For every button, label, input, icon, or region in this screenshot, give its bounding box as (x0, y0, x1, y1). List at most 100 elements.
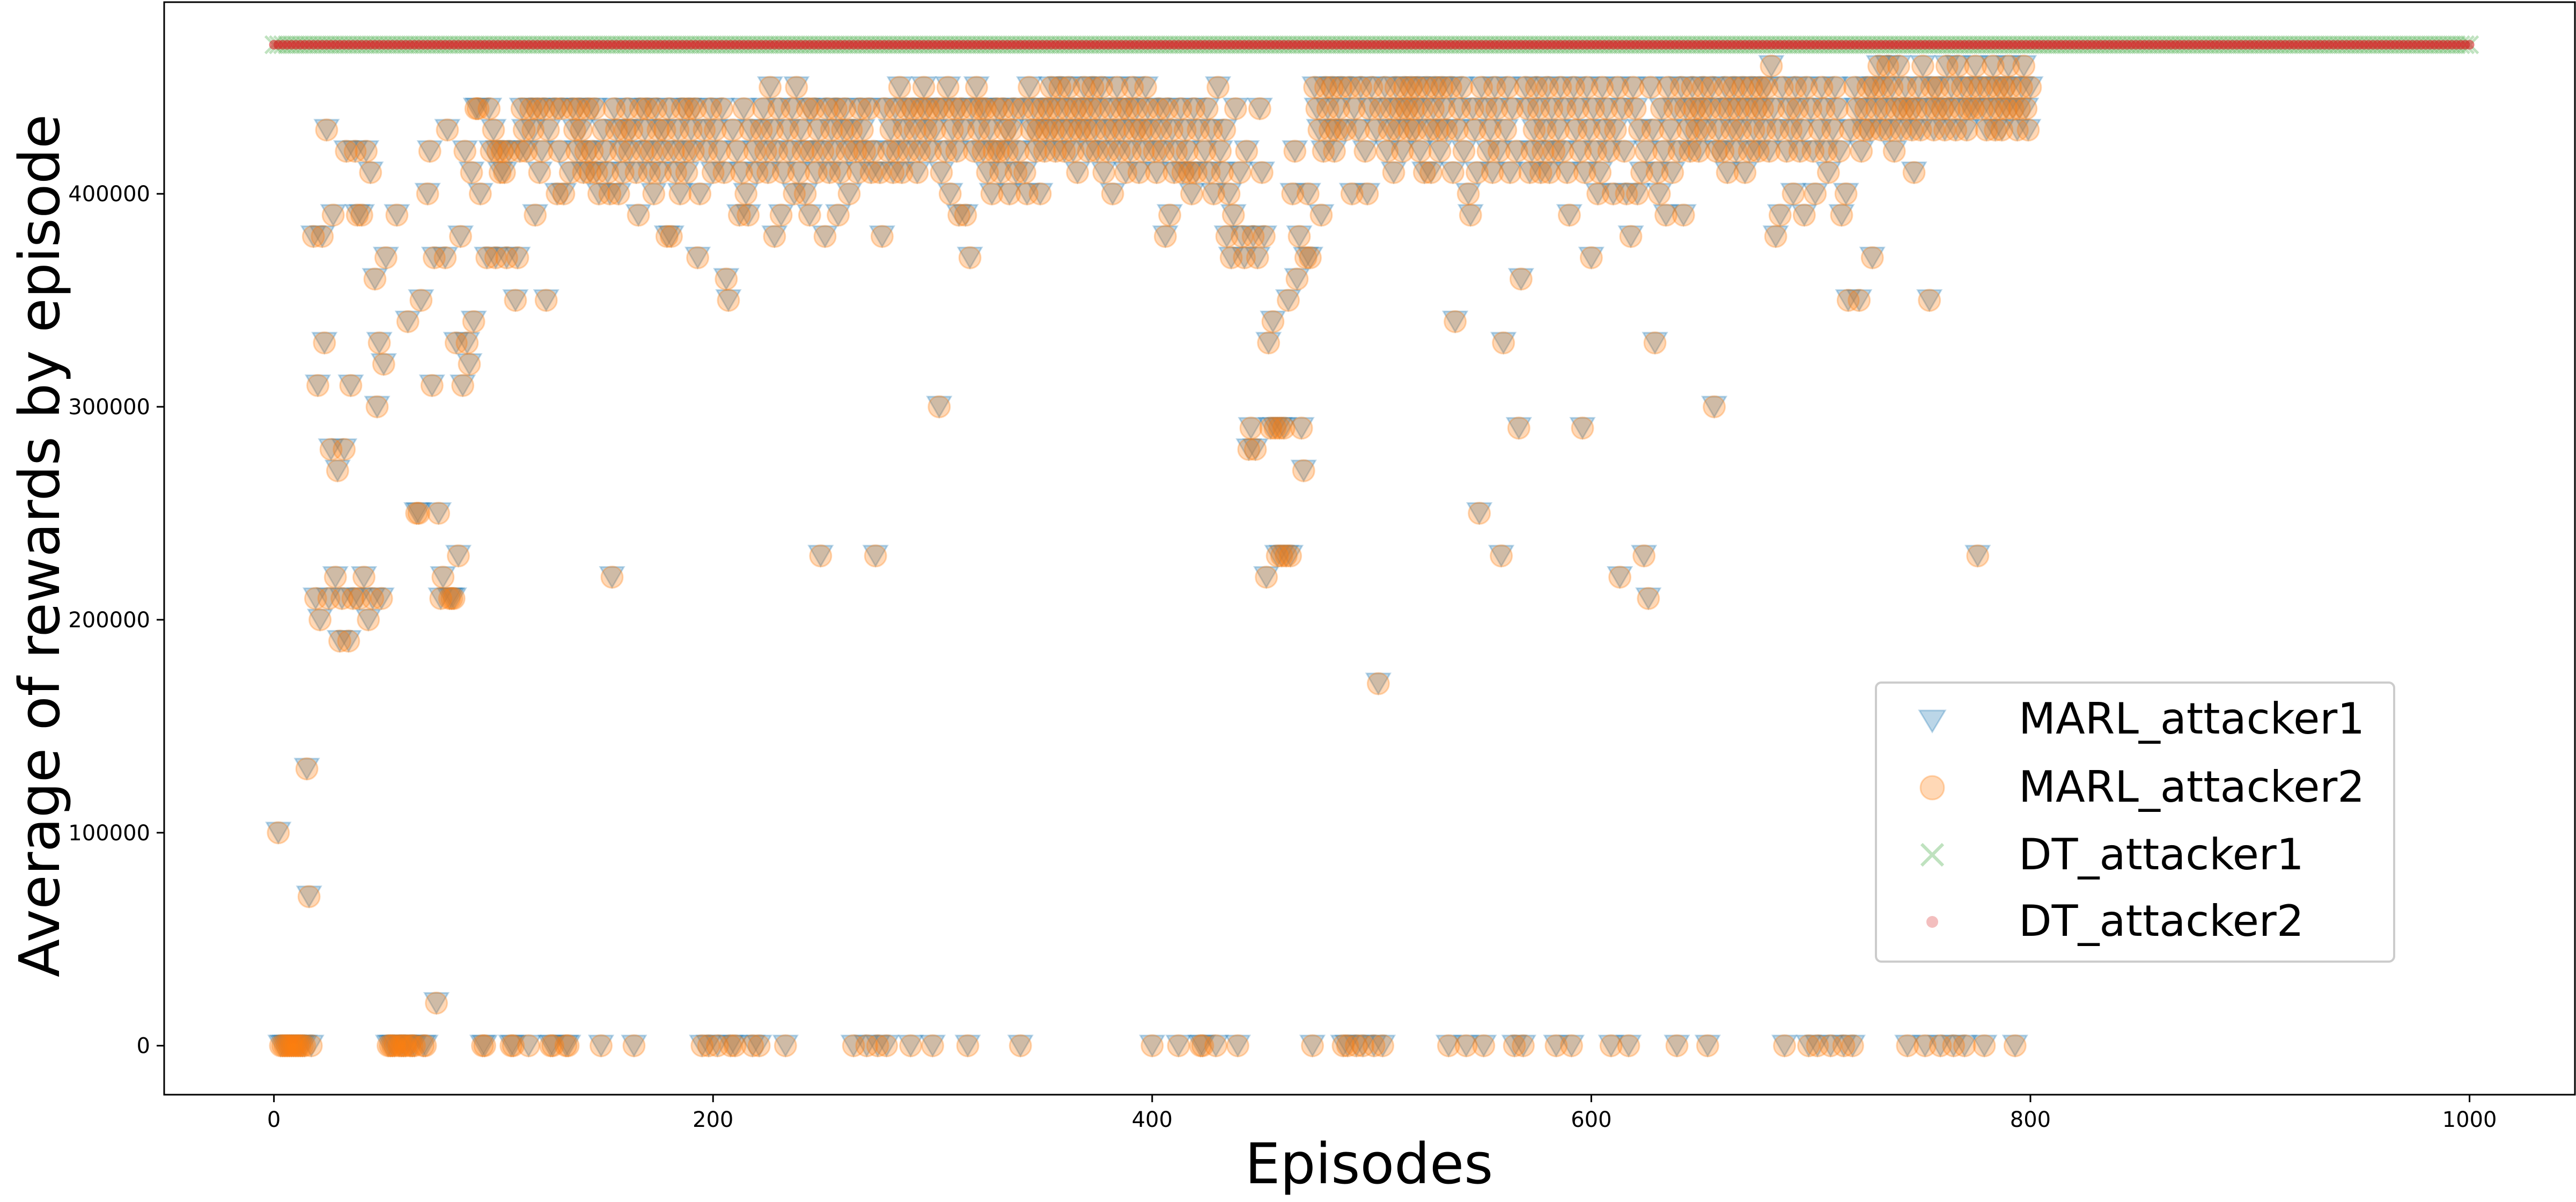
marl-attacker1-point (878, 119, 904, 142)
marl-attacker1-point (998, 119, 1025, 142)
marl-attacker2-point (1285, 267, 1309, 291)
marl-attacker2-point (589, 1034, 613, 1058)
marl-attacker2-point (306, 373, 330, 397)
marl-attacker2-point (1481, 161, 1504, 185)
marl-attacker2-point (1099, 97, 1122, 120)
marl-attacker1-point (941, 97, 968, 121)
marl-attacker2-point (1070, 97, 1094, 120)
marl-attacker2-point (818, 161, 841, 185)
marl-attacker2-point (1031, 97, 1054, 120)
marl-attacker1-point (1483, 97, 1510, 121)
marl-attacker2-point (1946, 54, 1970, 78)
marl-attacker2-point (651, 140, 674, 163)
marl-attacker2-point (506, 246, 529, 269)
marl-attacker1-point (1183, 162, 1210, 185)
marl-attacker1-point (825, 204, 852, 227)
marl-attacker1-point (546, 140, 573, 163)
marl-attacker2-point (910, 97, 933, 120)
marl-attacker2-point (734, 182, 758, 206)
marl-attacker1-point (1297, 246, 1324, 270)
marl-attacker2-point (1924, 97, 1948, 120)
marl-attacker2-point (695, 140, 718, 163)
marl-attacker1-point (1165, 1035, 1192, 1058)
marl-attacker2-point (1676, 118, 1699, 142)
marl-attacker1-point (1391, 76, 1418, 99)
marl-attacker2-point (930, 161, 953, 185)
marl-attacker1-point (1198, 119, 1225, 142)
marl-attacker1-point (812, 225, 838, 248)
marl-attacker1-point (766, 97, 792, 121)
marl-attacker1-point (309, 225, 336, 248)
marl-attacker2-point (659, 225, 683, 248)
marl-attacker1-point (1286, 225, 1313, 248)
marl-attacker2-point (1187, 118, 1210, 142)
marl-attacker2-point (1386, 118, 1410, 142)
marl-attacker1-point (836, 182, 863, 206)
marl-attacker1-point (1119, 76, 1146, 99)
marl-attacker1-point (1626, 119, 1653, 142)
marl-attacker2-point (376, 1034, 400, 1058)
marl-attacker1-point (827, 162, 854, 185)
marl-attacker1-point (647, 162, 674, 185)
marl-attacker1-point (1431, 97, 1458, 121)
marl-attacker2-point (921, 1034, 945, 1058)
marl-attacker2-point (947, 203, 971, 227)
marl-attacker2-point (1046, 97, 1070, 120)
marl-attacker1-point (873, 1035, 900, 1058)
marl-attacker2-point (1360, 76, 1383, 99)
marl-attacker1-point (645, 119, 672, 142)
marl-attacker1-point (1069, 97, 1095, 121)
marl-attacker1-point (460, 310, 487, 334)
marl-attacker1-point (1299, 1035, 1326, 1058)
legend-item-marl-attacker2: MARL_attacker2 (1919, 762, 2365, 812)
marl-attacker1-point (759, 119, 786, 142)
marl-attacker1-point (342, 140, 369, 163)
marl-attacker2-point (1654, 203, 1678, 227)
marl-attacker2-point (1652, 140, 1675, 163)
marl-attacker1-point (739, 1035, 766, 1058)
marl-attacker1-point (902, 119, 929, 142)
marl-attacker2-point (1990, 118, 2014, 142)
marl-attacker2-point (1608, 566, 1632, 589)
marl-attacker1-point (1336, 76, 1363, 99)
marl-attacker2-point (1509, 267, 1533, 291)
marl-attacker1-point (939, 119, 966, 142)
marl-attacker1-point (458, 162, 485, 185)
marl-attacker2-point (649, 161, 672, 185)
marl-attacker2-point (805, 161, 828, 185)
marl-attacker2-point (464, 97, 488, 120)
marl-attacker2-point (1123, 118, 1146, 142)
marl-attacker2-point (1933, 118, 1956, 142)
marl-attacker1-point (1582, 140, 1609, 163)
marl-attacker1-point (805, 119, 832, 142)
marl-attacker1-point (1742, 97, 1769, 121)
marl-attacker2-point (1105, 76, 1129, 99)
marl-attacker2-point (556, 1034, 580, 1058)
marl-attacker1-point (1729, 76, 1756, 99)
marl-attacker2-point (1577, 118, 1601, 142)
marl-attacker1-point (609, 162, 637, 185)
marl-attacker1-point (754, 162, 782, 185)
marl-attacker2-point (1667, 140, 1691, 163)
marl-attacker2-point (367, 331, 391, 355)
marl-attacker1-point (1439, 162, 1467, 185)
marl-attacker1-point (1784, 97, 1811, 121)
marl-attacker1-point (1372, 76, 1399, 99)
marl-attacker1-point (706, 140, 733, 163)
marl-attacker1-point (1960, 97, 1987, 121)
marl-attacker1-point (1091, 162, 1117, 185)
marl-attacker2-point (1400, 76, 1423, 99)
marl-attacker2-point (550, 97, 573, 120)
marl-attacker1-point (1446, 97, 1473, 121)
marl-attacker1-point (425, 502, 452, 525)
marl-attacker2-point (1894, 76, 1917, 99)
marl-attacker1-point (761, 225, 788, 248)
marl-attacker1-point (298, 1035, 325, 1058)
marl-attacker2-point (1700, 76, 1724, 99)
marl-attacker1-point (1885, 55, 1912, 78)
marl-attacker2-point (1898, 97, 1922, 120)
marl-attacker2-point (1810, 76, 1834, 99)
marl-attacker2-point (914, 118, 938, 142)
legend-label-marl-attacker1: MARL_attacker1 (2019, 694, 2365, 744)
marl-attacker1-point (1310, 140, 1337, 163)
